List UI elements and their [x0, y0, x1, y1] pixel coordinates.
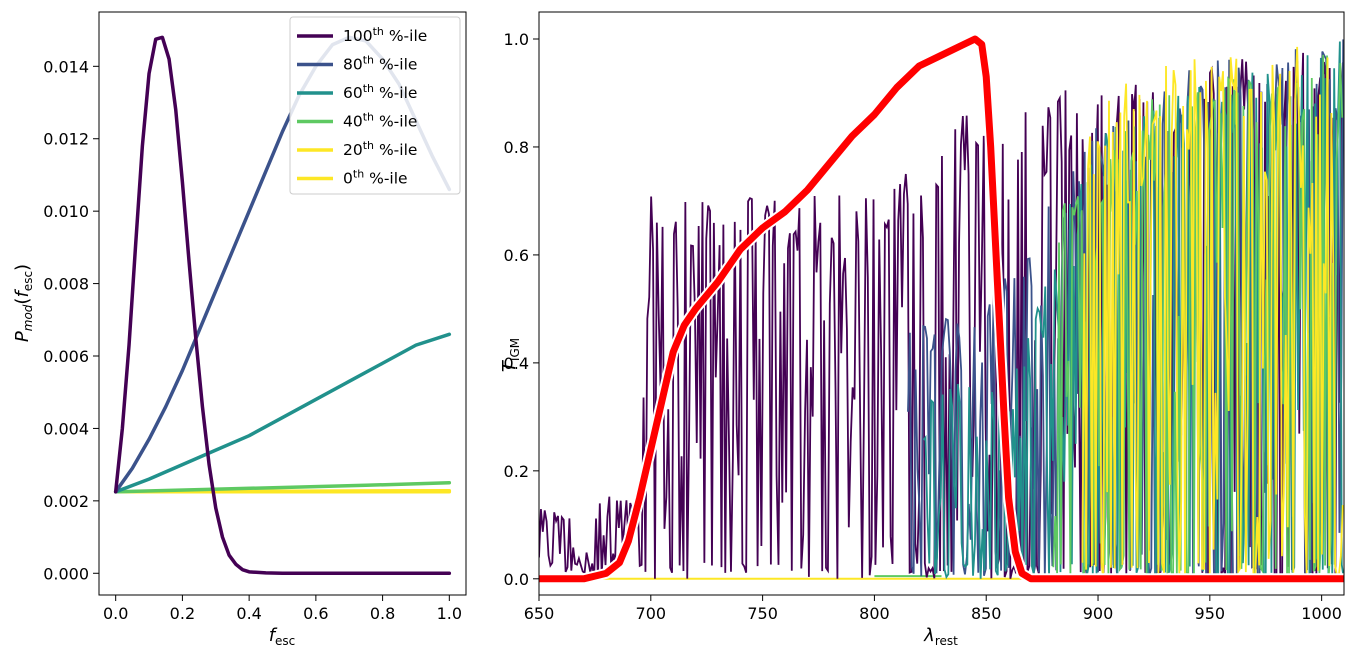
- right-x-axis: 650 700 750 800 850 900 950 1000: [524, 595, 1342, 623]
- left-y-axis-label: Pmod(fesc): [12, 264, 35, 342]
- y-tick-label: 0.000: [43, 564, 89, 583]
- legend: 100th %-ile 80th %-ile 60th %-ile 40th %-il…: [289, 16, 461, 195]
- y-tick-label: 0.010: [43, 202, 89, 221]
- y-tick-label: 1.0: [504, 30, 529, 49]
- x-tick-label: 650: [524, 604, 555, 623]
- y-tick-label: 0.014: [43, 57, 89, 76]
- y-tick-label: 0.0: [504, 570, 529, 589]
- y-tick-label: 0.002: [43, 492, 89, 511]
- right-y-axis: 0.0 0.2 0.4 0.6 0.8 1.0: [504, 30, 539, 589]
- left-axes-frame: [98, 11, 467, 596]
- series-line-0: [113, 35, 452, 576]
- legend-label: 40th %-ile: [343, 111, 417, 131]
- left-x-axis: 0.0 0.2 0.4 0.6 0.8 1.0: [103, 595, 462, 623]
- x-tick-label: 0.4: [236, 604, 261, 623]
- x-tick-label: 1000: [1301, 604, 1342, 623]
- legend-label: 20th %-ile: [343, 139, 417, 159]
- legend-box: [289, 16, 461, 195]
- right-axes-frame: [538, 11, 1345, 596]
- x-tick-label: 950: [1195, 604, 1226, 623]
- left-chart: 0.0 0.2 0.4 0.6 0.8 1.0 0.0000.0020.0040.0060…: [12, 11, 467, 648]
- legend-label: 80th %-ile: [343, 54, 417, 74]
- x-tick-label: 0.0: [103, 604, 128, 623]
- legend-label: 100th %-ile: [343, 25, 427, 45]
- x-tick-label: 900: [1083, 604, 1114, 623]
- x-tick-label: 1.0: [437, 604, 462, 623]
- x-tick-label: 750: [747, 604, 778, 623]
- left-y-axis: 0.000 0.002 0.004 0.006 0.008 0.010 0.012 0.014: [43, 57, 99, 583]
- legend-label: 0th %-ile: [343, 168, 408, 188]
- x-tick-label: 0.2: [170, 604, 195, 623]
- right-x-axis-label: λrest: [923, 625, 958, 648]
- y-tick-label: 0.4: [504, 354, 529, 373]
- filter-curve: [539, 35, 1344, 583]
- y-tick-label: 0.006: [43, 347, 89, 366]
- y-tick-label: 0.6: [504, 246, 529, 265]
- y-tick-label: 0.004: [43, 419, 89, 438]
- x-tick-label: 850: [971, 604, 1002, 623]
- right-y-axis-label: TIGM: [499, 338, 522, 372]
- x-tick-label: 700: [636, 604, 667, 623]
- y-tick-label: 0.012: [43, 130, 89, 149]
- y-tick-label: 0.008: [43, 275, 89, 294]
- series-line-3: [113, 481, 452, 494]
- legend-label: 60th %-ile: [343, 82, 417, 102]
- x-tick-label: 800: [859, 604, 890, 623]
- x-tick-label: 0.8: [370, 604, 395, 623]
- series-line-2: [113, 332, 452, 494]
- transmission-series-4: [1081, 46, 1344, 580]
- right-chart: 650 700 750 800 850 900 950 1000 0.00.20.40.60.…: [499, 11, 1345, 648]
- y-tick-label: 0.8: [504, 138, 529, 157]
- x-tick-label: 0.6: [303, 604, 328, 623]
- y-tick-label: 0.2: [504, 462, 529, 481]
- right-plot-area: [539, 33, 1344, 585]
- left-x-axis-label: fesc: [269, 625, 296, 648]
